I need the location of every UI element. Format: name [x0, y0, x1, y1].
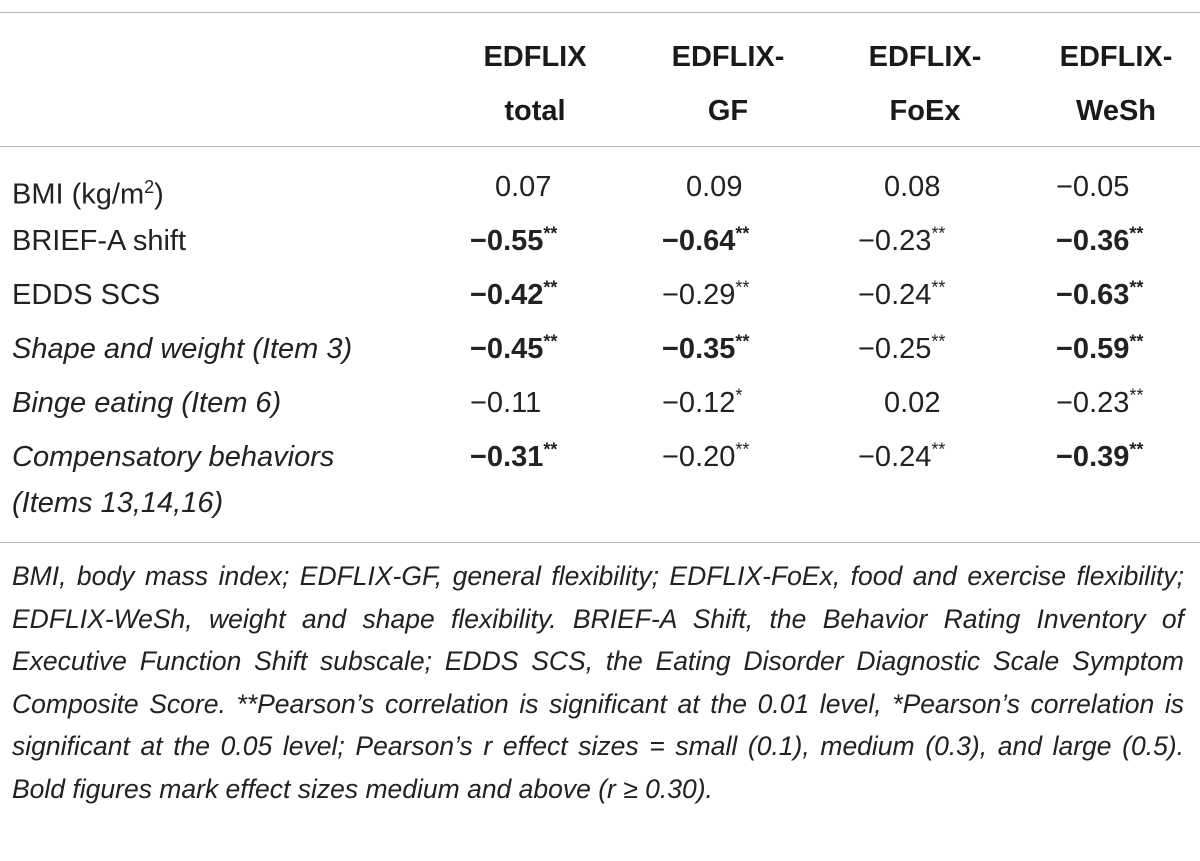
- table-cell: −0.45**: [470, 331, 558, 365]
- table-cell: 0.09: [686, 171, 743, 203]
- row-label: EDDS SCS: [12, 279, 161, 311]
- table-row: BMI (kg/m2) 0.07 0.09 0.08 −0.05: [0, 160, 1200, 214]
- table-cell: −0.12*: [662, 385, 743, 419]
- table-cell: 0.02: [884, 387, 941, 419]
- column-header-line1: EDFLIX-: [671, 41, 785, 73]
- row-label: Binge eating (Item 6): [12, 387, 282, 419]
- column-header-edflix-total: EDFLIX total: [435, 30, 635, 138]
- table-cell: −0.24**: [858, 277, 946, 311]
- table-cell: 0.07: [495, 171, 552, 203]
- column-header-edflix-gf: EDFLIX- GF: [628, 30, 828, 138]
- table-cell: −0.31**: [470, 439, 558, 473]
- table-cell: −0.25**: [858, 331, 946, 365]
- column-header-edflix-foex: EDFLIX- FoEx: [825, 30, 1025, 138]
- table-cell: −0.35**: [662, 331, 750, 365]
- column-header-line2: total: [504, 95, 566, 127]
- table-cell: −0.11: [470, 387, 542, 419]
- table-cell: −0.63**: [1056, 277, 1144, 311]
- table-cell: −0.64**: [662, 223, 750, 257]
- table-cell: −0.39**: [1056, 439, 1144, 473]
- table-cell: 0.08: [884, 171, 941, 203]
- row-label: BMI (kg/m2): [12, 177, 164, 211]
- row-label: Compensatory behaviors (Items 13,14,16): [12, 441, 335, 519]
- table-cell: −0.55**: [470, 223, 558, 257]
- table-cell: −0.23**: [1056, 385, 1144, 419]
- column-header-line2: FoEx: [889, 95, 961, 127]
- table-header-rule: [0, 146, 1200, 147]
- table-cell: −0.24**: [858, 439, 946, 473]
- table-footnote: BMI, body mass index; EDFLIX-GF, general…: [12, 561, 1184, 804]
- table-row: EDDS SCS −0.42** −0.29** −0.24** −0.63**: [0, 268, 1200, 322]
- table-cell: −0.59**: [1056, 331, 1144, 365]
- column-header-line2: WeSh: [1075, 95, 1157, 127]
- table-row: BRIEF-A shift −0.55** −0.64** −0.23** −0…: [0, 214, 1200, 268]
- table-cell: −0.23**: [858, 223, 946, 257]
- table-cell: −0.29**: [662, 277, 750, 311]
- row-label: BRIEF-A shift: [12, 225, 187, 257]
- row-label: Shape and weight (Item 3): [12, 333, 353, 365]
- column-header-edflix-wesh: EDFLIX- WeSh: [1016, 30, 1200, 138]
- table-row: Compensatory behaviors (Items 13,14,16) …: [0, 430, 1200, 530]
- table-row: Shape and weight (Item 3) −0.45** −0.35*…: [0, 322, 1200, 376]
- table-row: Binge eating (Item 6) −0.11 −0.12* 0.02 …: [0, 376, 1200, 430]
- table-cell: −0.36**: [1056, 223, 1144, 257]
- table-cell: −0.42**: [470, 277, 558, 311]
- table-bottom-rule: [0, 542, 1200, 543]
- column-header-line1: EDFLIX-: [868, 41, 982, 73]
- table-cell: −0.20**: [662, 439, 750, 473]
- column-header-line1: EDFLIX-: [1059, 41, 1173, 73]
- table-cell: −0.05: [1056, 171, 1130, 203]
- column-header-line1: EDFLIX: [483, 41, 587, 73]
- table-top-rule: [0, 12, 1200, 13]
- column-header-line2: GF: [707, 95, 749, 127]
